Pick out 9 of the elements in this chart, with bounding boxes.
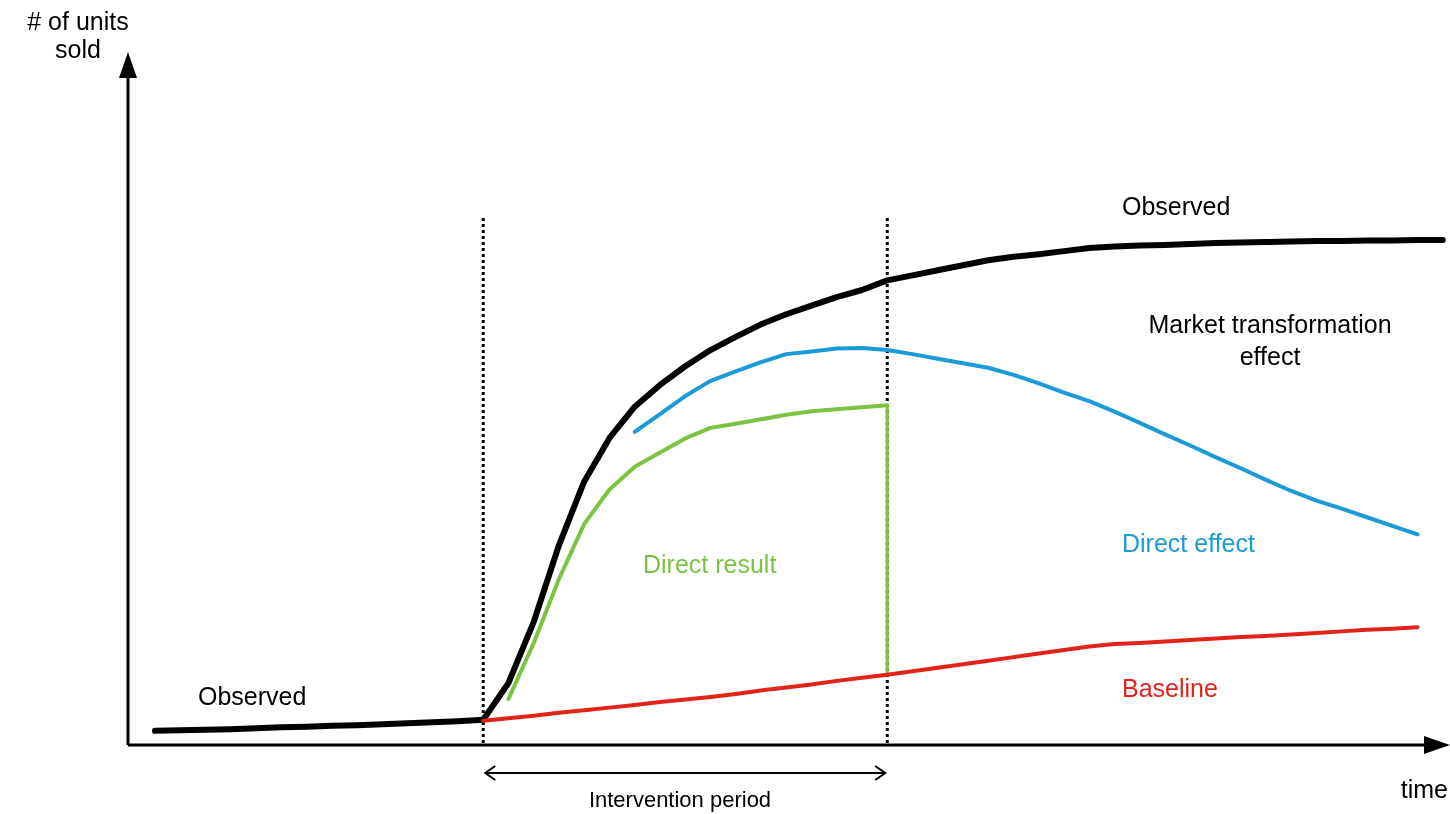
series-label: Observed (1122, 192, 1231, 220)
annotation: Observed (198, 682, 307, 710)
annotation: Market transformation effect (1148, 310, 1392, 370)
x-axis-title: time (1400, 775, 1448, 803)
series-label: Direct effect (1122, 529, 1255, 557)
text: Direct result (643, 550, 777, 578)
text: Intervention period (588, 787, 772, 812)
text: # of units sold (27, 7, 129, 63)
series-label: Baseline (1122, 674, 1218, 702)
